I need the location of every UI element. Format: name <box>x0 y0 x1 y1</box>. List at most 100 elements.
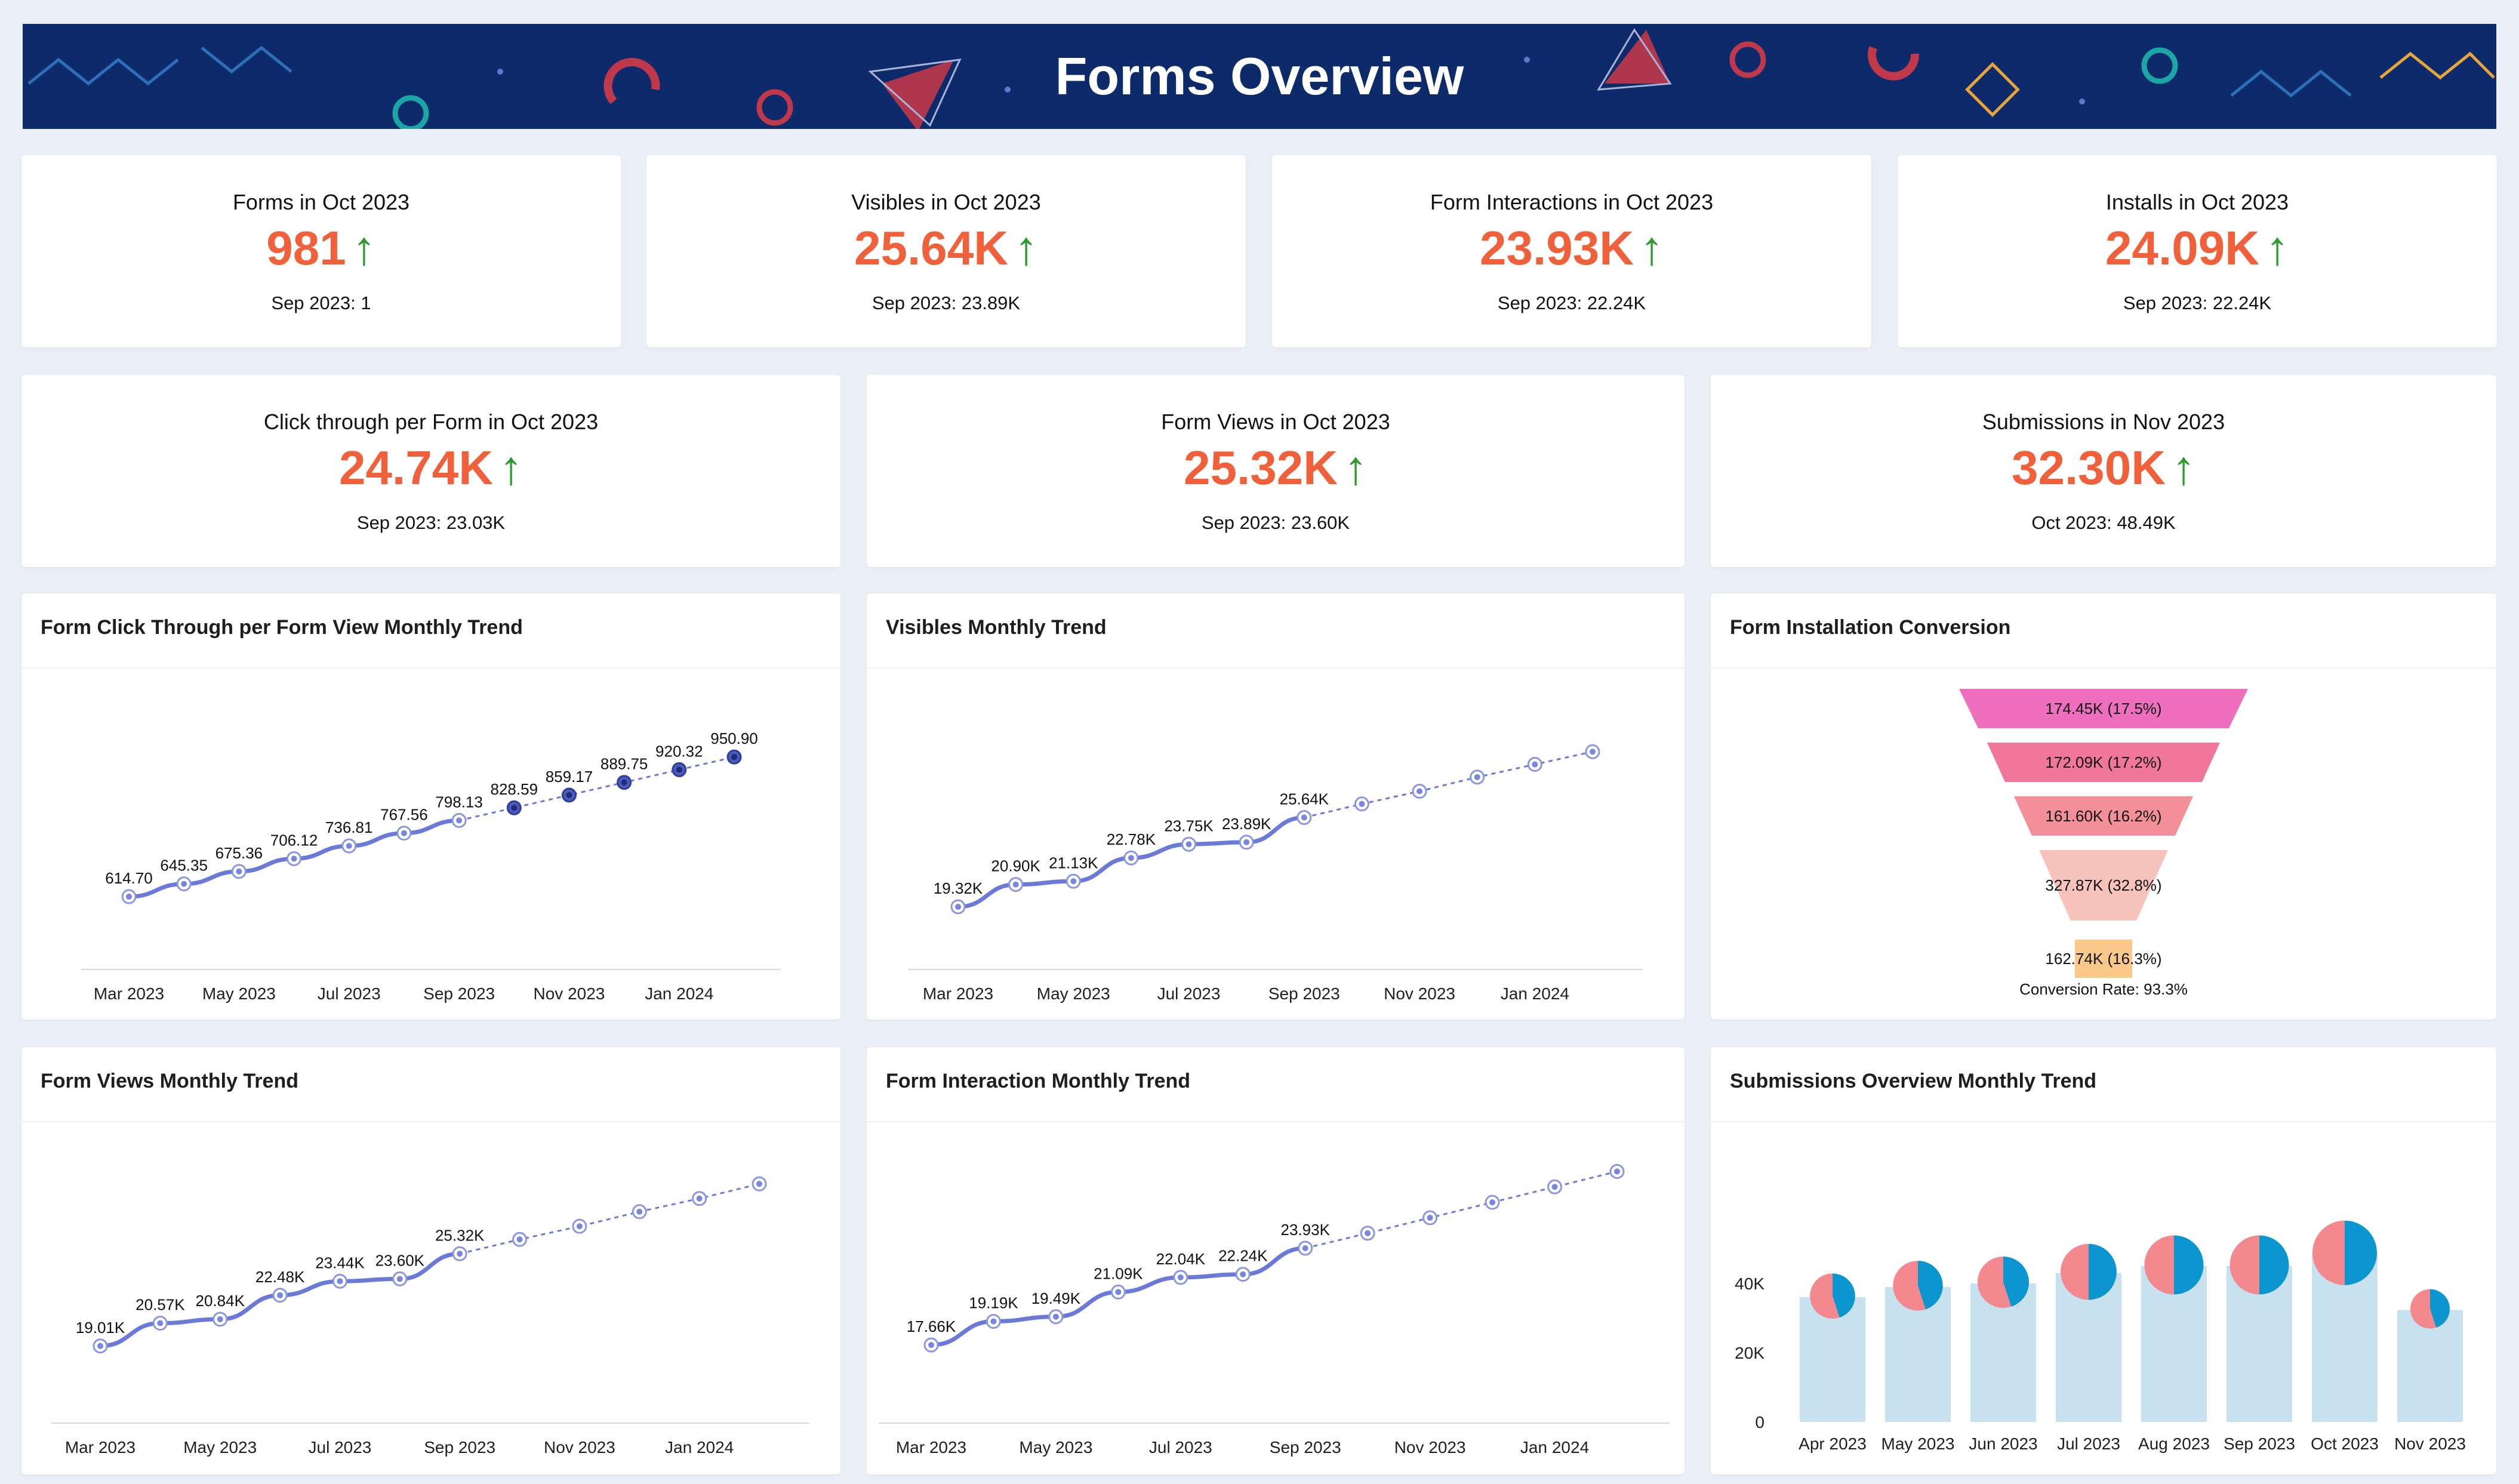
x-tick-label: Jan 2024 <box>665 1438 734 1457</box>
data-point-center <box>97 1343 103 1349</box>
x-tick-label: Mar 2023 <box>896 1438 966 1457</box>
chart-title: Form Installation Conversion <box>1730 616 2011 639</box>
data-point-center <box>1532 761 1538 768</box>
divider <box>1711 1121 2496 1122</box>
chart-title: Form Views Monthly Trend <box>41 1070 298 1092</box>
kpi-number: 32.30K <box>2012 441 2166 494</box>
data-point-center <box>511 805 518 811</box>
pie-slice <box>2410 1289 2437 1329</box>
kpi-previous: Oct 2023: 48.49K <box>2031 512 2176 533</box>
data-point-center <box>1185 841 1192 848</box>
data-point-center <box>676 766 682 773</box>
data-label: 950.90 <box>710 729 758 747</box>
pie-slice <box>2229 1235 2259 1295</box>
data-label: 675.36 <box>215 844 263 862</box>
y-tick-label: 0 <box>1755 1413 1764 1431</box>
up-arrow-icon: ↑ <box>498 441 523 494</box>
data-point-center <box>236 868 242 875</box>
data-label: 19.19K <box>969 1294 1018 1312</box>
funnel-stage-label: 327.87K (32.8%) <box>2045 876 2161 894</box>
header-banner: Forms Overview <box>23 24 2496 129</box>
conversion-rate-label: Conversion Rate: 93.3% <box>2019 980 2188 998</box>
data-point-center <box>955 904 961 910</box>
funnel-stage-label: 161.60K (16.2%) <box>2045 807 2161 825</box>
data-point-center <box>928 1342 934 1348</box>
kpi-card-forms: Forms in Oct 2023 981 ↑ Sep 2023: 1 <box>21 155 621 347</box>
data-label: 23.60K <box>375 1251 425 1269</box>
divider <box>867 667 1685 669</box>
data-label: 920.32 <box>655 742 703 760</box>
kpi-value: 32.30K ↑ <box>1711 441 2496 495</box>
page-title: Forms Overview <box>1055 47 1464 106</box>
x-tick-label: Nov 2023 <box>534 984 605 1003</box>
data-point-center <box>1128 855 1134 861</box>
x-tick-label: Nov 2023 <box>1394 1438 1466 1457</box>
x-tick-label: Mar 2023 <box>923 984 993 1003</box>
kpi-number: 23.93K <box>1480 221 1634 275</box>
kpi-number: 25.64K <box>854 221 1008 275</box>
kpi-card-click-through: Click through per Form in Oct 2023 24.74… <box>21 375 840 567</box>
data-point-center <box>1070 878 1077 885</box>
pie-slice <box>2003 1257 2029 1307</box>
forecast-line <box>1305 1170 1618 1249</box>
data-label: 23.89K <box>1222 815 1271 833</box>
data-point-center <box>1416 788 1423 795</box>
data-point-center <box>1302 1245 1308 1251</box>
data-point-center <box>756 1181 762 1187</box>
data-point-center <box>1551 1184 1558 1190</box>
x-tick-label: Sep 2023 <box>2224 1434 2295 1453</box>
kpi-card-form-views: Form Views in Oct 2023 25.32K ↑ Sep 2023:… <box>867 375 1685 567</box>
data-label: 19.49K <box>1031 1289 1081 1307</box>
data-point-center <box>1474 774 1480 780</box>
x-tick-label: Jan 2024 <box>645 984 713 1003</box>
data-point-center <box>516 1236 523 1243</box>
chart-title: Form Interaction Monthly Trend <box>886 1070 1191 1092</box>
kpi-title: Submissions in Nov 2023 <box>1982 410 2225 434</box>
chart-title: Submissions Overview Monthly Trend <box>1730 1070 2097 1092</box>
x-tick-label: Mar 2023 <box>65 1438 136 1457</box>
funnel-stage-label: 162.74K (16.3%) <box>2045 950 2161 968</box>
kpi-previous: Sep 2023: 23.89K <box>872 293 1021 313</box>
data-label: 889.75 <box>601 755 648 773</box>
divider <box>21 667 840 669</box>
data-label: 736.81 <box>325 818 373 836</box>
divider <box>1711 667 2496 669</box>
funnel-stage <box>1959 689 2248 728</box>
data-label: 22.04K <box>1156 1250 1206 1268</box>
kpi-value: 981 ↑ <box>21 221 621 276</box>
y-tick-label: 20K <box>1735 1344 1764 1362</box>
data-point-center <box>990 1318 997 1325</box>
divider <box>21 1121 840 1122</box>
funnel-stage <box>2039 850 2168 920</box>
pie-slice <box>2061 1243 2089 1300</box>
data-point-center <box>1115 1289 1122 1295</box>
data-point-center <box>1177 1274 1184 1280</box>
chart-card-form-views: Form Views Monthly Trend 19.01K 20.57K 20.… <box>21 1047 840 1474</box>
data-label: 828.59 <box>491 780 538 798</box>
data-point-center <box>1359 801 1365 807</box>
data-point-center <box>1489 1199 1496 1206</box>
up-arrow-icon: ↑ <box>1639 221 1664 275</box>
chart-title: Visibles Monthly Trend <box>886 616 1107 639</box>
chart-card-submissions: Submissions Overview Monthly Trend 0 20K 4… <box>1711 1047 2496 1474</box>
forecast-line <box>459 1183 760 1255</box>
up-arrow-icon: ↑ <box>1014 221 1038 275</box>
data-label: 859.17 <box>546 768 593 786</box>
kpi-title: Form Interactions in Oct 2023 <box>1430 190 1714 214</box>
kpi-previous: Sep 2023: 23.03K <box>356 512 506 533</box>
forecast-line <box>1304 750 1593 818</box>
x-tick-label: Aug 2023 <box>2138 1434 2210 1453</box>
data-label: 22.48K <box>255 1268 305 1286</box>
data-label: 22.78K <box>1107 830 1156 848</box>
pie-slice <box>2174 1235 2204 1295</box>
kpi-value: 25.64K ↑ <box>646 221 1246 276</box>
x-tick-label: May 2023 <box>1881 1434 1955 1453</box>
x-tick-label: Apr 2023 <box>1799 1434 1867 1453</box>
data-point-center <box>1365 1230 1371 1236</box>
x-tick-label: Sep 2023 <box>1268 984 1340 1003</box>
kpi-number: 24.74K <box>339 441 493 494</box>
x-tick-label: Nov 2023 <box>2394 1434 2466 1453</box>
data-point-center <box>401 830 407 836</box>
data-point-center <box>636 1208 643 1215</box>
data-point-center <box>696 1195 703 1202</box>
